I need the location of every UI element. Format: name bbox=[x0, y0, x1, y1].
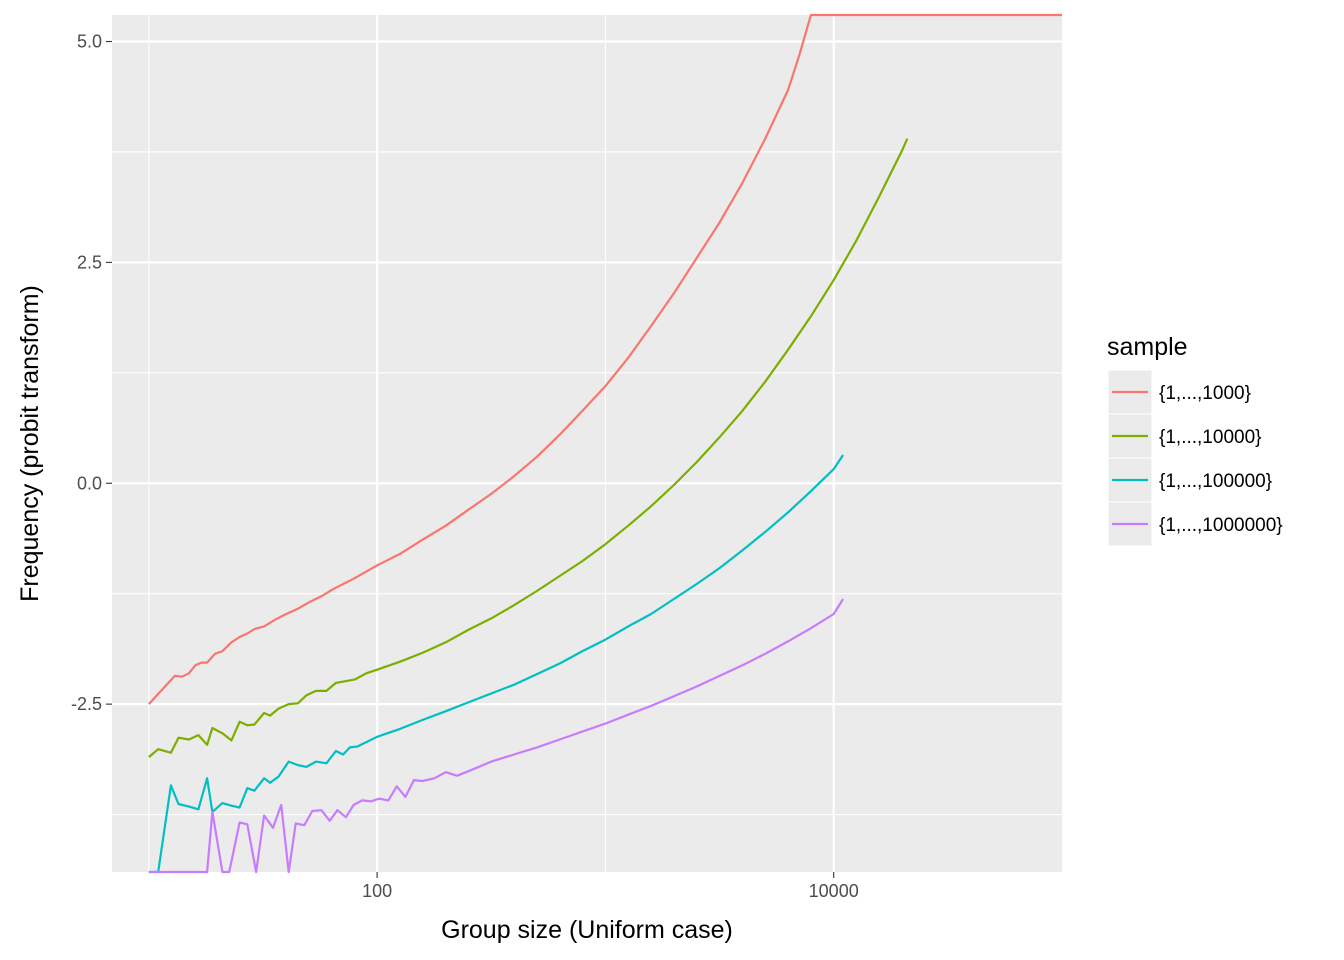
series-line-3 bbox=[148, 454, 845, 874]
series-line-2 bbox=[148, 138, 909, 758]
y-axis-title: Frequency (probit transform) bbox=[16, 285, 44, 602]
series-group bbox=[147, 13, 1062, 874]
legend-title: sample bbox=[1107, 333, 1188, 361]
legend: sample {1,...,1000} {1,...,10000} {1,...,1… bbox=[1107, 333, 1283, 547]
y-tick-label: -2.5 bbox=[71, 694, 102, 714]
grid-minor bbox=[112, 15, 1062, 872]
legend-label: {1,...,1000000} bbox=[1159, 515, 1283, 536]
x-tick-label: 100 bbox=[362, 881, 392, 901]
legend-label: {1,...,100000} bbox=[1159, 471, 1272, 492]
legend-label: {1,...,1000} bbox=[1159, 383, 1251, 404]
x-tick-label: 10000 bbox=[809, 881, 859, 901]
series-line-1 bbox=[147, 13, 1062, 705]
legend-label: {1,...,10000} bbox=[1159, 427, 1262, 448]
plot-panel bbox=[112, 15, 1062, 872]
x-axis-title: Group size (Uniform case) bbox=[441, 916, 733, 944]
x-axis: 100 10000 bbox=[362, 872, 859, 901]
y-axis: -2.5 0.0 2.5 5.0 bbox=[71, 32, 112, 714]
y-tick-label: 0.0 bbox=[77, 473, 102, 493]
series-line-4 bbox=[148, 598, 845, 874]
y-tick-label: 5.0 bbox=[77, 32, 102, 52]
y-tick-label: 2.5 bbox=[77, 252, 102, 272]
grid-major bbox=[112, 15, 1062, 872]
